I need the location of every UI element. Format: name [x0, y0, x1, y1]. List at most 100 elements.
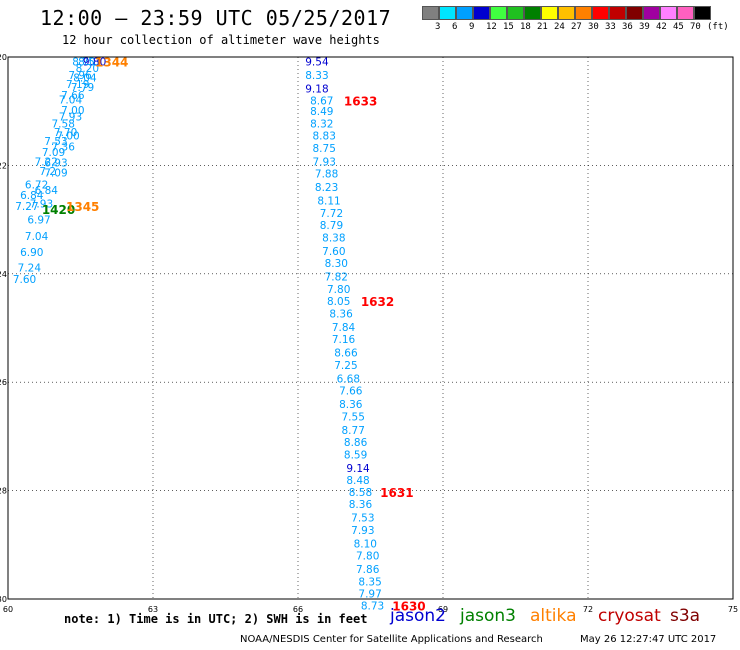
legend-swatch [422, 6, 439, 20]
legend-swatch [660, 6, 677, 20]
legend-swatch [626, 6, 643, 20]
legend-swatch [473, 6, 490, 20]
wave-height-label: 8.23 [315, 182, 338, 194]
pass-time-label: 1345 [66, 200, 99, 214]
wave-height-label: 7.70 [54, 127, 77, 139]
legend-label: 9 [469, 22, 475, 32]
legend-label: 12 [486, 22, 497, 32]
wave-height-label: 7.00 [61, 105, 84, 117]
wave-height-label: 7.93 [59, 112, 82, 124]
legend-swatch [507, 6, 524, 20]
legend-label: (ft) [707, 22, 729, 32]
wave-height-label: 8.49 [310, 106, 333, 118]
wave-height-label: 8.36 [339, 399, 363, 411]
legend-swatch [558, 6, 575, 20]
legend-swatch [677, 6, 694, 20]
wave-height-label: 8.48 [346, 475, 369, 487]
wave-height-label: 7.09 [42, 147, 65, 159]
wave-height-label: 7.04 [59, 94, 83, 106]
wave-height-label: 7.80 [327, 284, 350, 296]
wave-height-label: 7.96 [68, 70, 92, 82]
wave-height-label: 7.16 [332, 334, 356, 346]
wave-height-label: 9.14 [346, 463, 370, 475]
legend-swatch [694, 6, 711, 20]
wave-height-label: 7.84 [332, 322, 356, 334]
wave-height-label: 7.53 [44, 136, 67, 148]
y-tick-label: -26 [0, 378, 7, 387]
wave-height-label: 6.93 [44, 158, 67, 170]
wave-height-label: 7.00 [56, 131, 79, 143]
legend-swatch [490, 6, 507, 20]
wave-height-label: 7.36 [52, 141, 76, 153]
legend-swatch [524, 6, 541, 20]
legend-label: 21 [537, 22, 548, 32]
wave-height-label: 7.82 [325, 272, 348, 284]
wave-height-label: 7.04 [25, 231, 49, 243]
wave-height-label: 6.68 [337, 373, 360, 385]
pass-time-label: 1631 [380, 486, 413, 500]
footer-timestamp: May 26 12:27:47 UTC 2017 [580, 634, 717, 645]
wave-height-label: 7.24 [18, 262, 42, 274]
wave-height-label: 8.67 [310, 95, 333, 107]
wave-height-label: 7.88 [315, 169, 338, 181]
legend-label: 70 [690, 22, 701, 32]
legend-label: 18 [520, 22, 531, 32]
wave-height-label: 7.79 [71, 82, 94, 94]
wave-height-label: 7.66 [339, 385, 363, 397]
legend-swatch [609, 6, 626, 20]
y-tick-label: -24 [0, 270, 7, 279]
satellite-name: jason2 [390, 606, 446, 626]
wave-height-label: 7.2 [39, 166, 56, 178]
wave-height-label: 8.35 [358, 577, 381, 589]
legend-label: 39 [639, 22, 650, 32]
satellite-name: jason3 [460, 606, 516, 626]
wave-height-label: 6.97 [27, 215, 50, 227]
legend-label: 30 [588, 22, 599, 32]
map-frame [7, 56, 734, 600]
wave-height-label: 8.66 [334, 347, 358, 359]
legend-swatch [456, 6, 473, 20]
legend-swatch [541, 6, 558, 20]
legend-label: 6 [452, 22, 458, 32]
legend-label: 15 [503, 22, 514, 32]
x-tick-label: 63 [148, 605, 158, 614]
satellite-name: cryosat [598, 606, 661, 626]
wave-height-label: 8.30 [325, 258, 348, 270]
wave-height-label: 7.72 [320, 208, 343, 220]
wave-height-label: 8.70 [72, 56, 95, 68]
wave-height-label: 8.36 [349, 499, 373, 511]
wave-height-label: 7.19 [66, 79, 89, 91]
pass-time-label: 1344 [95, 55, 128, 69]
pass-time-label: 1632 [361, 295, 394, 309]
wave-height-label: 7.25 [334, 360, 357, 372]
wave-height-label: 7.93 [313, 157, 336, 169]
wave-height-label: 8.75 [313, 143, 336, 155]
wave-height-label: 9.54 [305, 56, 329, 68]
legend-label: 33 [605, 22, 616, 32]
legend-swatch [643, 6, 660, 20]
wave-height-label: 6.84 [20, 190, 44, 202]
legend-swatch [592, 6, 609, 20]
wave-height-label: 7.58 [52, 119, 75, 131]
satellite-name: altika [530, 606, 577, 626]
wave-height-label: 8.10 [354, 539, 377, 551]
wave-height-label: 8.36 [329, 308, 353, 320]
wave-height-label: 7.09 [44, 167, 67, 179]
note-text: note: 1) Time is in UTC; 2) SWH is in fe… [64, 612, 368, 626]
wave-height-label: 8.04 [73, 73, 97, 85]
wave-height-label: 7.93 [351, 525, 374, 537]
wave-height-label: 7.86 [356, 564, 380, 576]
wave-height-label: 8.33 [305, 70, 328, 82]
wave-height-label: 8.86 [344, 437, 368, 449]
wave-height-label: 9.18 [305, 83, 328, 95]
legend-label: 36 [622, 22, 633, 32]
satellite-name: s3a [670, 606, 701, 626]
x-tick-label: 72 [583, 605, 593, 614]
wave-height-label: 9.80 [83, 56, 106, 68]
pass-time-label: 1630 [392, 600, 425, 614]
x-tick-label: 69 [438, 605, 448, 614]
wave-height-label: 7.60 [322, 246, 345, 258]
wave-height-label: 7.66 [61, 90, 85, 102]
pass-time-label: 1633 [344, 94, 377, 108]
